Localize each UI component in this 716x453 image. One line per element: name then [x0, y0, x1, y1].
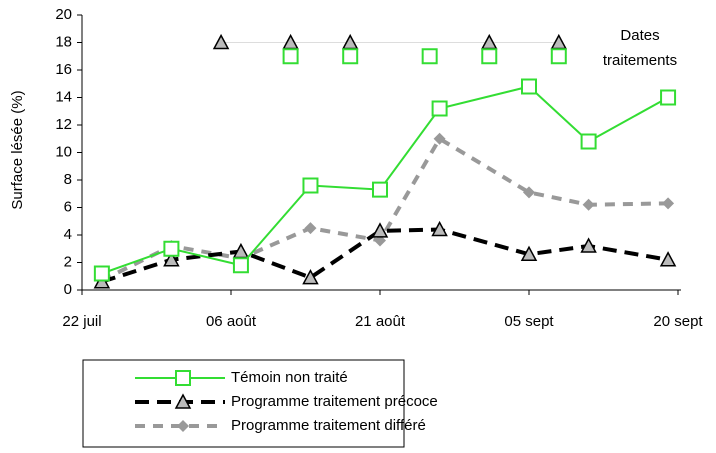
marker [433, 132, 446, 145]
marker [421, 48, 438, 65]
x-tick-label: 05 sept [504, 313, 554, 330]
marker [660, 89, 677, 106]
marker [177, 420, 189, 432]
y-tick-label: 6 [64, 198, 72, 215]
y-tick-label: 0 [64, 281, 72, 298]
legend-label: Programme traitement précoce [231, 393, 438, 410]
x-tick-label: 21 août [355, 313, 406, 330]
marker [163, 251, 180, 267]
marker [372, 181, 388, 198]
marker [481, 48, 498, 65]
y-axis-label: Surface lésée (%) [9, 90, 26, 209]
x-tick-label: 06 août [206, 313, 257, 330]
legend: Témoin non traité Programme traitement pr… [82, 359, 438, 448]
marker [282, 48, 299, 65]
marker [580, 133, 597, 150]
y-tick-label: 10 [55, 143, 72, 160]
x-tick-label: 20 sept [653, 313, 703, 330]
y-tick-label: 18 [55, 33, 72, 50]
marker [163, 240, 180, 257]
y-tick-label: 8 [64, 171, 72, 188]
y-tick-label: 12 [55, 116, 72, 133]
legend-label: Témoin non traité [231, 369, 348, 386]
marker [523, 186, 535, 199]
y-tick-label: 2 [64, 253, 72, 270]
y-tick-label: 16 [55, 61, 72, 78]
series-line [101, 227, 669, 284]
marker [342, 48, 359, 65]
marker [582, 198, 595, 211]
legend-label: Programme traitement différé [231, 417, 426, 434]
marker [659, 251, 677, 267]
marker [302, 269, 319, 285]
marker [662, 197, 675, 210]
marker [521, 78, 537, 95]
y-tick-label: 20 [55, 6, 72, 23]
marker [550, 48, 567, 65]
annotation: Dates traitements [603, 27, 677, 69]
marker [431, 100, 448, 117]
y-tick-label: 4 [64, 226, 72, 243]
marker [232, 257, 249, 274]
marker [371, 222, 389, 238]
marker [431, 220, 448, 237]
marker [302, 177, 319, 194]
x-tick-label: 22 juil [62, 313, 101, 330]
marker [93, 265, 110, 282]
marker [520, 245, 538, 261]
marker [175, 370, 191, 386]
marker [304, 222, 317, 235]
marker [580, 237, 597, 253]
marker [174, 393, 192, 409]
marker [212, 33, 230, 50]
y-tick-label: 14 [55, 88, 72, 105]
